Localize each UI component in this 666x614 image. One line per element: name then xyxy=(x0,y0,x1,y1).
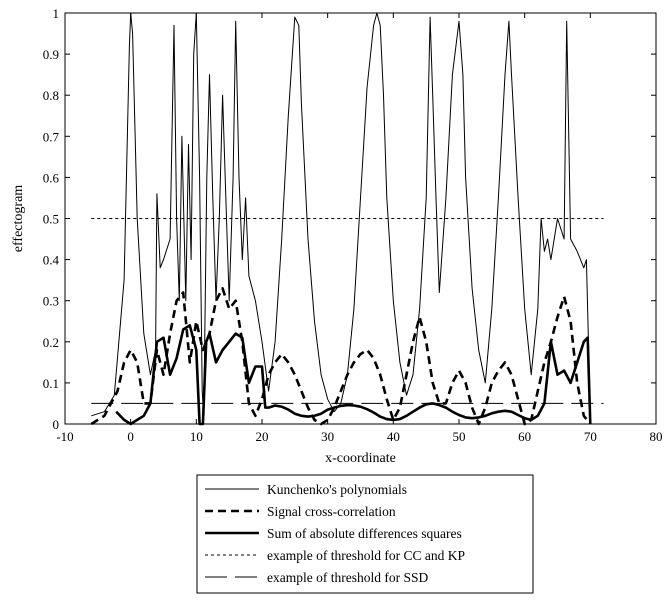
y-tick-label: 0.2 xyxy=(43,335,59,350)
y-tick-label: 0.1 xyxy=(43,376,59,391)
x-tick-label: 20 xyxy=(256,429,269,444)
series-line-3 xyxy=(115,324,592,426)
x-tick-label: 50 xyxy=(453,429,466,444)
x-tick-label: 40 xyxy=(387,429,400,444)
y-tick-label: 0.4 xyxy=(43,253,60,268)
x-tick-label: 80 xyxy=(650,429,663,444)
legend-label-3: Sum of absolute differences squares xyxy=(267,526,462,541)
x-tick-label: 10 xyxy=(190,429,203,444)
y-tick-label: 0.5 xyxy=(43,212,59,227)
y-tick-label: 0.6 xyxy=(43,170,60,185)
x-tick-label: 60 xyxy=(518,429,531,444)
series-line-2 xyxy=(90,287,592,426)
y-tick-label: 0 xyxy=(53,417,60,432)
x-axis-title: x-coordinate xyxy=(325,451,396,466)
x-tick-label: 0 xyxy=(127,429,134,444)
y-axis-title: effectogram xyxy=(11,185,26,252)
axis-ticks: -10 0 10 20 30 40 50 60 70 8000.10.20.30.40.50.60… xyxy=(43,6,663,444)
series-lines xyxy=(90,12,604,426)
x-tick-label: 70 xyxy=(584,429,597,444)
legend-label-1: Kunchenko's polynomials xyxy=(267,482,407,497)
y-tick-label: 0.3 xyxy=(43,294,59,309)
series-line-1 xyxy=(91,12,591,417)
x-tick-label: -10 xyxy=(56,429,73,444)
y-tick-label: 0.9 xyxy=(43,47,59,62)
y-tick-label: 0.7 xyxy=(43,129,60,144)
legend-label-4: example of threshold for CC and KP xyxy=(267,548,465,563)
legend-label-2: Signal cross-correlation xyxy=(267,504,396,519)
legend-label-5: example of threshold for SSD xyxy=(267,570,428,585)
legend: Kunchenko's polynomials Signal cross-corr… xyxy=(196,474,534,594)
y-tick-label: 1 xyxy=(53,6,60,21)
y-tick-label: 0.8 xyxy=(43,88,59,103)
x-tick-label: 30 xyxy=(321,429,334,444)
